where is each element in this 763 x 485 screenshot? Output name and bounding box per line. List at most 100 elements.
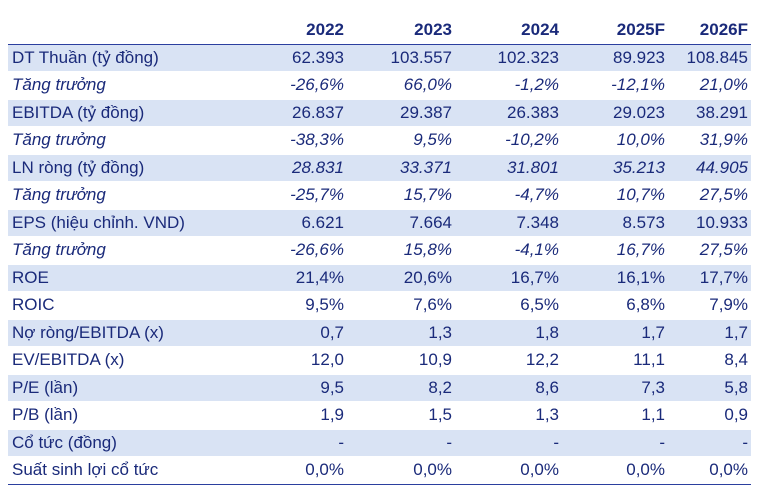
row-value-cell: -26,6%	[247, 236, 347, 265]
row-value-cell: 38.291	[668, 99, 751, 127]
header-cell-year: 2022	[247, 17, 347, 45]
row-label: EV/EBITDA (x)	[8, 346, 247, 375]
row-value-cell: 8.573	[562, 209, 668, 237]
row-value-cell: 12,0	[247, 346, 347, 375]
row-value-cell: -	[668, 429, 751, 457]
row-value-cell: 7.348	[455, 209, 562, 237]
row-value-cell: 9,5	[247, 374, 347, 402]
row-value-cell: 31.801	[455, 154, 562, 182]
header-cell-year: 2023	[347, 17, 455, 45]
row-value-cell: 31,9%	[668, 126, 751, 155]
row-label: Tăng trưởng	[8, 236, 247, 265]
row-value-cell: 27,5%	[668, 181, 751, 210]
table-row: ROE 21,4% 20,6% 16,7% 16,1% 17,7%	[8, 264, 751, 292]
row-value-cell: 1,3	[347, 319, 455, 347]
row-value-cell: 1,3	[455, 401, 562, 430]
row-label: EBITDA (tỷ đồng)	[8, 99, 247, 127]
table-row: EBITDA (tỷ đồng) 26.837 29.387 26.383 29.023…	[8, 99, 751, 127]
row-label: LN ròng (tỷ đồng)	[8, 154, 247, 182]
row-value-cell: 0,9	[668, 401, 751, 430]
row-value-cell: 44.905	[668, 154, 751, 182]
row-value-cell: -	[247, 429, 347, 457]
row-value-cell: -	[347, 429, 455, 457]
row-value-cell: 7,9%	[668, 291, 751, 320]
table-row: EV/EBITDA (x) 12,0 10,9 12,2 11,1 8,4	[8, 346, 751, 375]
row-value-cell: 0,0%	[347, 456, 455, 485]
table-row: Cổ tức (đồng) - - - - -	[8, 429, 751, 457]
row-value-cell: 1,5	[347, 401, 455, 430]
row-value-cell: 66,0%	[347, 71, 455, 100]
row-value-cell: 0,7	[247, 319, 347, 347]
row-value-cell: 1,7	[668, 319, 751, 347]
row-value-cell: 21,4%	[247, 264, 347, 292]
row-label: Nợ ròng/EBITDA (x)	[8, 319, 247, 347]
row-value-cell: 0,0%	[247, 456, 347, 485]
row-value-cell: 29.387	[347, 99, 455, 127]
row-value-cell: 8,2	[347, 374, 455, 402]
row-value-cell: 11,1	[562, 346, 668, 375]
row-value-cell: 27,5%	[668, 236, 751, 265]
row-value-cell: 8,6	[455, 374, 562, 402]
row-label: Tăng trưởng	[8, 126, 247, 155]
row-value-cell: 1,7	[562, 319, 668, 347]
row-value-cell: -38,3%	[247, 126, 347, 155]
row-value-cell: 26.383	[455, 99, 562, 127]
row-value-cell: 10,0%	[562, 126, 668, 155]
table-row: P/B (lần) 1,9 1,5 1,3 1,1 0,9	[8, 401, 751, 430]
table-row: P/E (lần) 9,5 8,2 8,6 7,3 5,8	[8, 374, 751, 402]
row-value-cell: 16,1%	[562, 264, 668, 292]
header-cell-year: 2025F	[562, 17, 668, 45]
header-cell-year: 2026F	[668, 17, 751, 45]
row-label: ROE	[8, 264, 247, 292]
row-value-cell: 7,6%	[347, 291, 455, 320]
table-row: Tăng trưởng -25,7% 15,7% -4,7% 10,7% 27,5%	[8, 181, 751, 210]
row-value-cell: -4,7%	[455, 181, 562, 210]
header-cell-label	[8, 17, 247, 45]
row-value-cell: 1,8	[455, 319, 562, 347]
table-row: Tăng trưởng -38,3% 9,5% -10,2% 10,0% 31,9%	[8, 126, 751, 155]
row-value-cell: 26.837	[247, 99, 347, 127]
row-value-cell: 10.933	[668, 209, 751, 237]
row-value-cell: 89.923	[562, 44, 668, 72]
row-value-cell: 0,0%	[455, 456, 562, 485]
row-label: EPS (hiệu chỉnh. VND)	[8, 209, 247, 237]
row-value-cell: -12,1%	[562, 71, 668, 100]
row-value-cell: 62.393	[247, 44, 347, 72]
row-label: DT Thuần (tỷ đồng)	[8, 44, 247, 72]
table-row: Tăng trưởng -26,6% 15,8% -4,1% 16,7% 27,5%	[8, 236, 751, 265]
row-value-cell: 7,3	[562, 374, 668, 402]
table-row: LN ròng (tỷ đồng) 28.831 33.371 31.801 35.21…	[8, 154, 751, 182]
table-row: DT Thuần (tỷ đồng) 62.393 103.557 102.323 89…	[8, 44, 751, 72]
row-value-cell: 15,8%	[347, 236, 455, 265]
row-value-cell: 6.621	[247, 209, 347, 237]
row-value-cell: 9,5%	[247, 291, 347, 320]
row-label: Tăng trưởng	[8, 181, 247, 210]
row-label: Cổ tức (đồng)	[8, 429, 247, 457]
row-value-cell: 17,7%	[668, 264, 751, 292]
table-row: Tăng trưởng -26,6% 66,0% -1,2% -12,1% 21,0%	[8, 71, 751, 100]
row-value-cell: -25,7%	[247, 181, 347, 210]
row-value-cell: 10,7%	[562, 181, 668, 210]
row-value-cell: -	[455, 429, 562, 457]
row-value-cell: 8,4	[668, 346, 751, 375]
row-value-cell: 1,1	[562, 401, 668, 430]
row-value-cell: 7.664	[347, 209, 455, 237]
row-value-cell: 29.023	[562, 99, 668, 127]
row-value-cell: 12,2	[455, 346, 562, 375]
row-value-cell: 9,5%	[347, 126, 455, 155]
row-value-cell: 35.213	[562, 154, 668, 182]
table-row: ROIC 9,5% 7,6% 6,5% 6,8% 7,9%	[8, 291, 751, 320]
row-label: P/B (lần)	[8, 401, 247, 430]
row-label: Suất sinh lợi cổ tức	[8, 456, 247, 485]
row-value-cell: 102.323	[455, 44, 562, 72]
row-value-cell: 33.371	[347, 154, 455, 182]
row-value-cell: -10,2%	[455, 126, 562, 155]
row-value-cell: -4,1%	[455, 236, 562, 265]
row-value-cell: 16,7%	[562, 236, 668, 265]
row-value-cell: 0,0%	[562, 456, 668, 485]
row-value-cell: 28.831	[247, 154, 347, 182]
row-value-cell: 0,0%	[668, 456, 751, 485]
row-value-cell: 6,5%	[455, 291, 562, 320]
row-value-cell: 15,7%	[347, 181, 455, 210]
row-value-cell: 6,8%	[562, 291, 668, 320]
